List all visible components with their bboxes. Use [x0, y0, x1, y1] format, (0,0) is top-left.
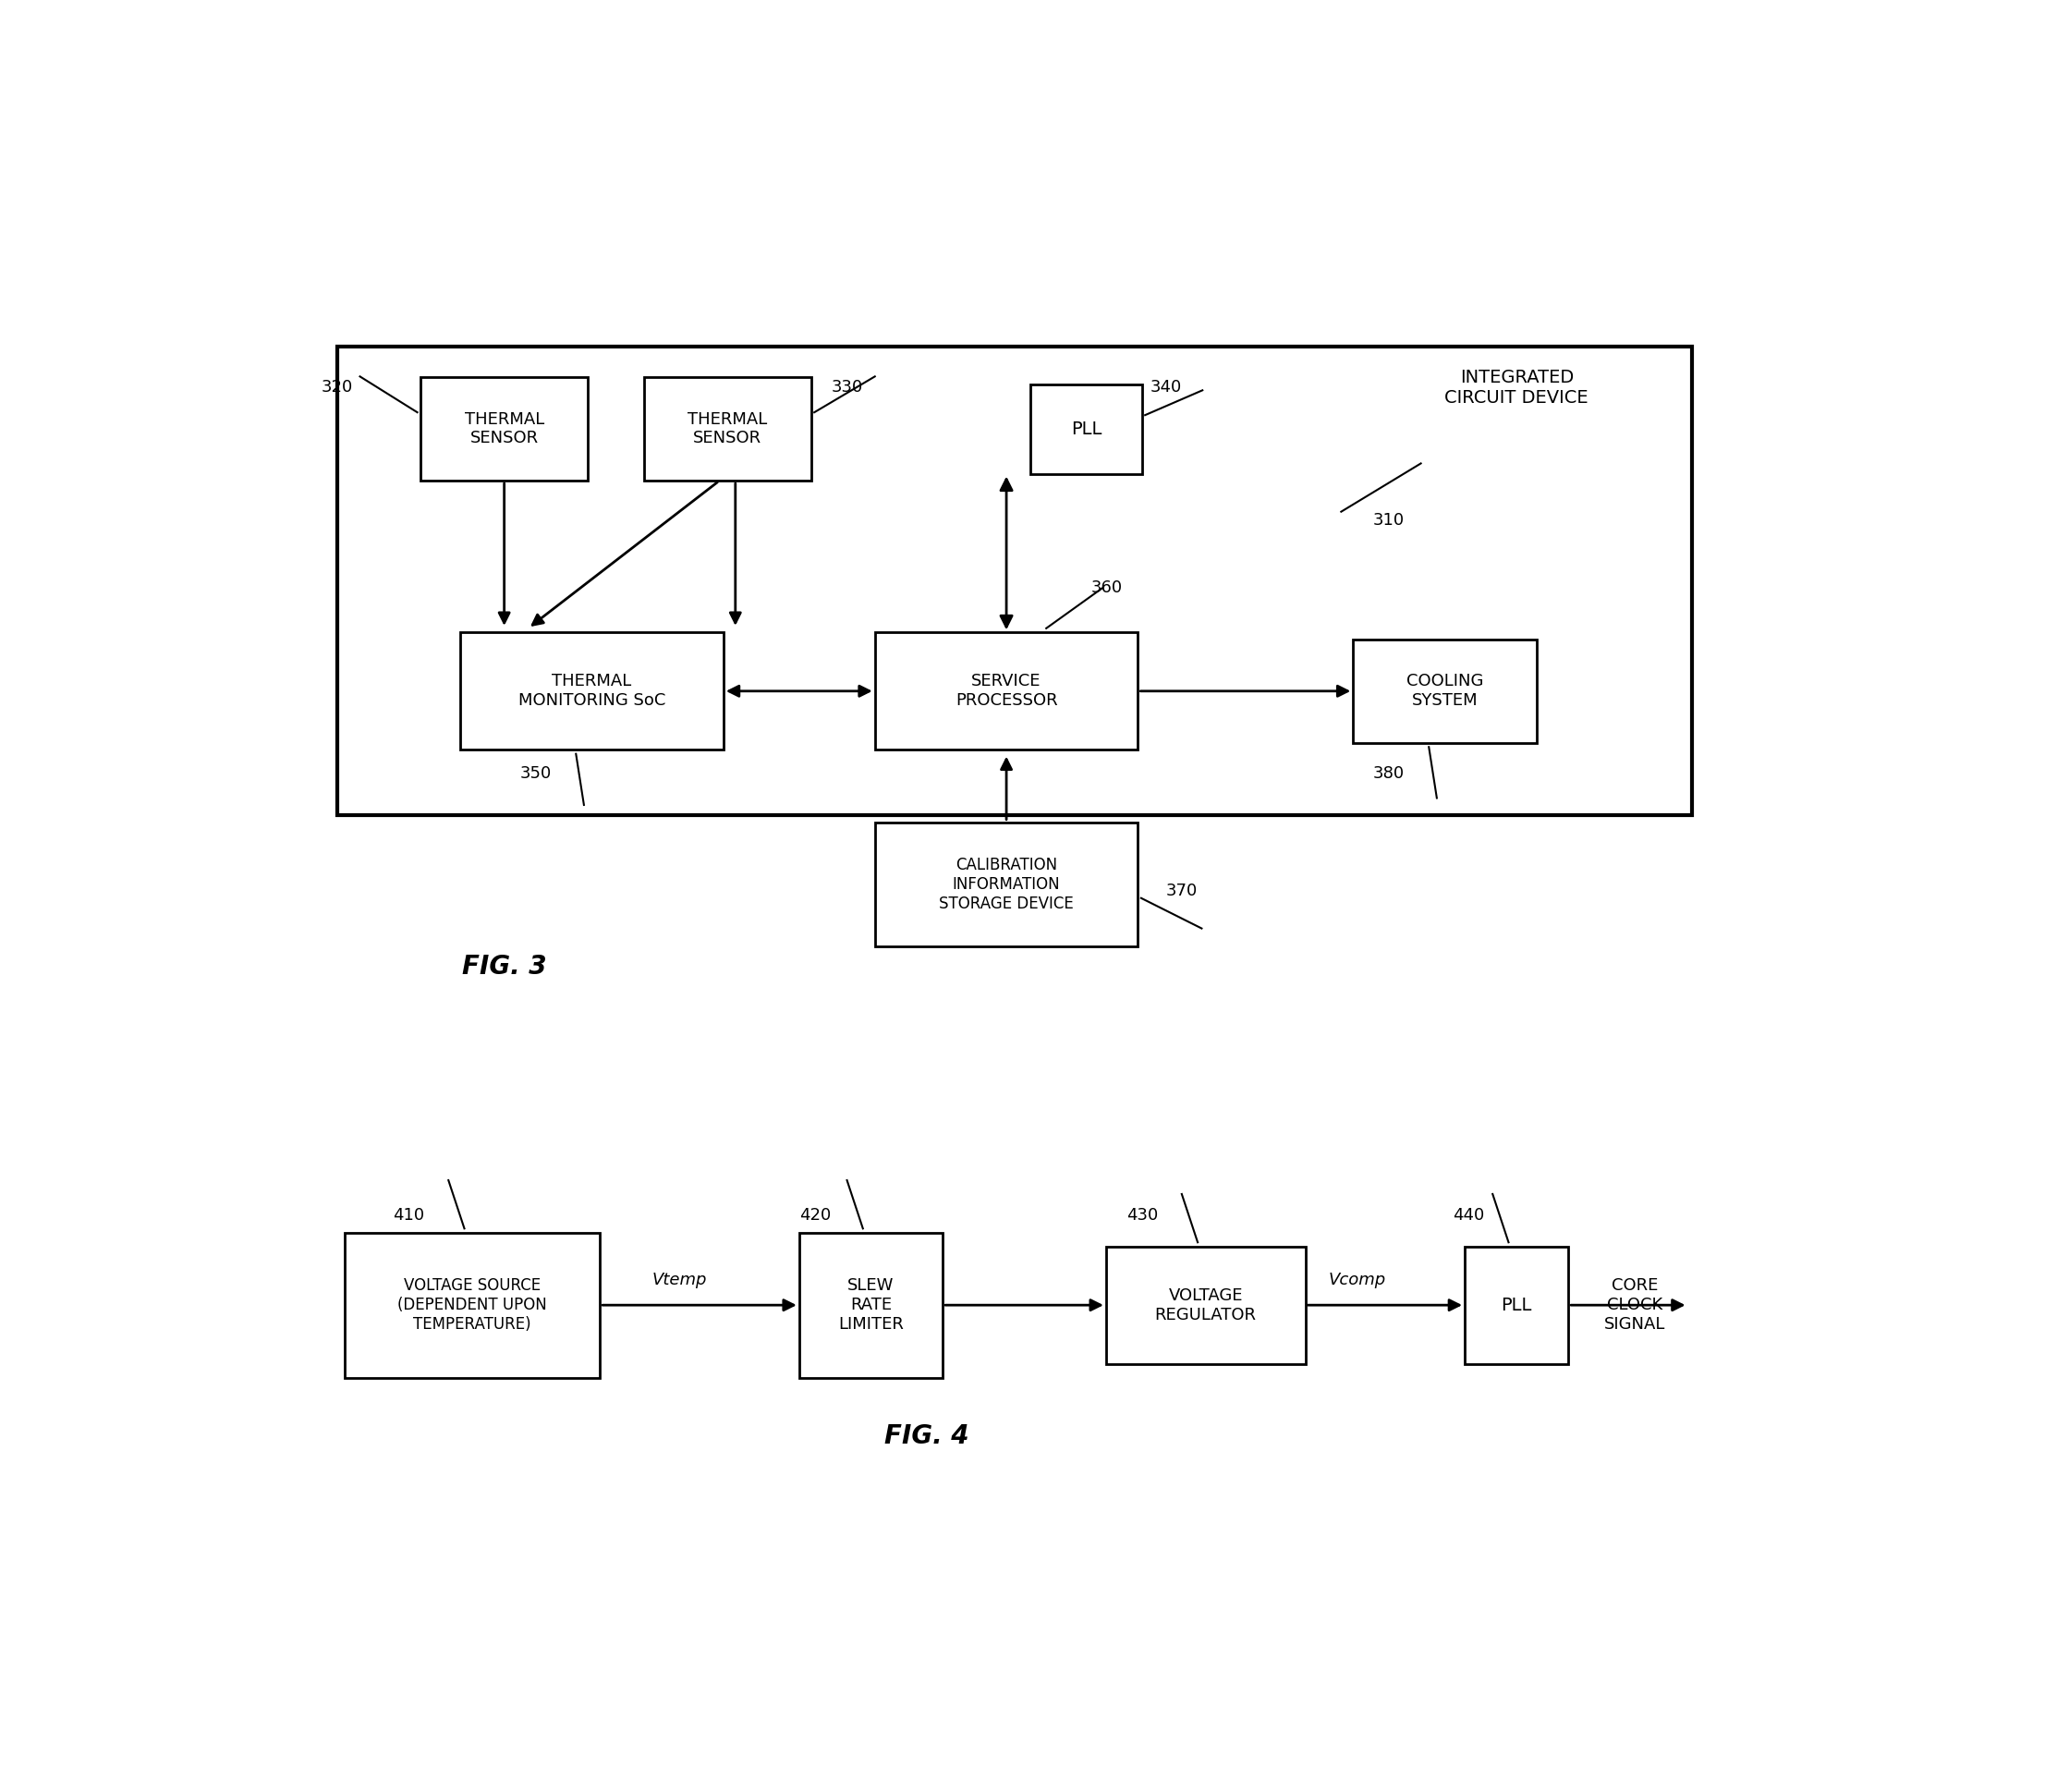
Text: 320: 320: [321, 380, 354, 396]
Text: VOLTAGE SOURCE
(DEPENDENT UPON
TEMPERATURE): VOLTAGE SOURCE (DEPENDENT UPON TEMPERATU…: [397, 1278, 547, 1333]
Text: 420: 420: [800, 1208, 831, 1224]
Text: 350: 350: [520, 765, 551, 781]
Text: 440: 440: [1452, 1208, 1485, 1224]
Bar: [874, 633, 1138, 749]
Bar: [337, 346, 1691, 815]
Text: THERMAL
SENSOR: THERMAL SENSOR: [687, 410, 767, 446]
Text: FIG. 4: FIG. 4: [885, 1423, 969, 1450]
Bar: [1465, 1247, 1567, 1364]
Text: Vcomp: Vcomp: [1329, 1272, 1386, 1288]
Text: 360: 360: [1090, 579, 1123, 597]
Bar: [1107, 1247, 1306, 1364]
Bar: [346, 1233, 601, 1378]
Bar: [1354, 640, 1537, 744]
Text: 410: 410: [393, 1208, 424, 1224]
Bar: [644, 376, 810, 480]
Text: VOLTAGE
REGULATOR: VOLTAGE REGULATOR: [1154, 1287, 1257, 1322]
Text: SERVICE
PROCESSOR: SERVICE PROCESSOR: [954, 674, 1057, 710]
Text: THERMAL
MONITORING SoC: THERMAL MONITORING SoC: [518, 674, 666, 710]
Text: CALIBRATION
INFORMATION
STORAGE DEVICE: CALIBRATION INFORMATION STORAGE DEVICE: [940, 857, 1074, 912]
Bar: [420, 376, 588, 480]
Bar: [874, 823, 1138, 946]
Text: PLL: PLL: [1072, 419, 1100, 437]
Text: 430: 430: [1125, 1208, 1158, 1224]
Bar: [1031, 383, 1142, 473]
Text: SLEW
RATE
LIMITER: SLEW RATE LIMITER: [837, 1278, 903, 1333]
Text: 330: 330: [831, 380, 862, 396]
Bar: [800, 1233, 942, 1378]
Text: COOLING
SYSTEM: COOLING SYSTEM: [1407, 674, 1483, 710]
Text: CORE
CLOCK
SIGNAL: CORE CLOCK SIGNAL: [1604, 1278, 1666, 1333]
Text: PLL: PLL: [1502, 1296, 1532, 1314]
Text: FIG. 3: FIG. 3: [463, 953, 547, 980]
Text: INTEGRATED
CIRCUIT DEVICE: INTEGRATED CIRCUIT DEVICE: [1444, 369, 1588, 407]
Bar: [461, 633, 724, 749]
Text: 340: 340: [1150, 380, 1181, 396]
Text: Vtemp: Vtemp: [652, 1272, 708, 1288]
Text: 380: 380: [1374, 765, 1405, 781]
Text: 310: 310: [1374, 513, 1405, 529]
Text: 370: 370: [1166, 883, 1197, 900]
Text: THERMAL
SENSOR: THERMAL SENSOR: [465, 410, 543, 446]
